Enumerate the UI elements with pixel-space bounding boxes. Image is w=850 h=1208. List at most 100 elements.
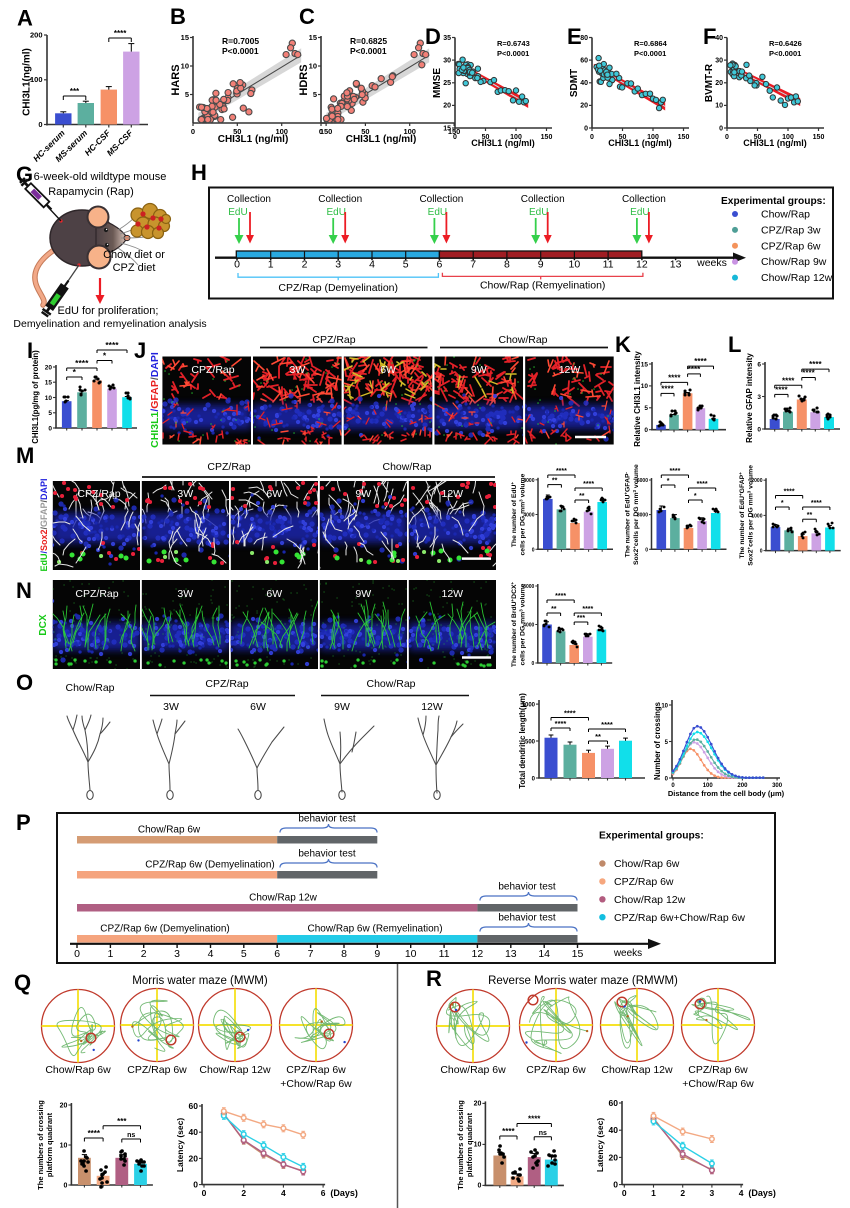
svg-text:CHI3L1(pg/mg of protein): CHI3L1(pg/mg of protein) [31,350,40,444]
svg-text:5: 5 [185,90,189,99]
svg-text:R=0.6743: R=0.6743 [497,39,530,48]
svg-text:****: **** [528,1115,541,1124]
svg-text:behavior test: behavior test [298,849,355,860]
svg-text:9W: 9W [334,701,350,713]
svg-text:20: 20 [609,1152,619,1162]
svg-text:5: 5 [403,259,409,271]
svg-text:10: 10 [715,103,723,110]
svg-text:20: 20 [715,80,723,87]
svg-text:4: 4 [369,259,375,271]
svg-text:5: 5 [313,90,317,99]
svg-text:****: **** [75,358,89,368]
svg-text:12: 12 [636,259,648,271]
svg-text:**: ** [551,606,557,613]
svg-text:CHI3L1 (ng/ml): CHI3L1 (ng/ml) [471,138,535,148]
svg-text:CHI3L1/GFAP/DAPI: CHI3L1/GFAP/DAPI [149,352,161,448]
svg-text:100: 100 [510,134,522,141]
svg-text:15: 15 [443,125,451,132]
svg-text:Morris water maze (MWM): Morris water maze (MWM) [132,975,268,987]
svg-text:Latency (sec): Latency (sec) [175,1118,185,1172]
svg-text:2000: 2000 [751,478,762,484]
svg-text:****: **** [802,369,815,378]
svg-text:Chow/Rap: Chow/Rap [382,461,431,473]
svg-text:0: 0 [319,127,323,136]
svg-text:*: * [103,351,107,361]
svg-text:EdU: EdU [228,207,247,218]
svg-text:60: 60 [609,1098,619,1108]
svg-text:30: 30 [443,57,451,64]
svg-text:20: 20 [45,364,53,371]
svg-text:9W: 9W [355,588,371,600]
svg-text:Relative GFAP intensity: Relative GFAP intensity [745,353,754,443]
svg-text:10: 10 [309,62,317,71]
svg-text:0: 0 [622,1188,627,1198]
svg-text:Latency (sec): Latency (sec) [595,1118,605,1172]
svg-text:1: 1 [107,948,113,960]
svg-text:CPZ/Rap 6w: CPZ/Rap 6w [761,240,821,252]
svg-text:15: 15 [309,33,317,42]
svg-text:platform quadrant: platform quadrant [465,1112,474,1177]
svg-text:1000: 1000 [751,513,762,519]
svg-text:P<0.0001: P<0.0001 [222,46,259,56]
svg-text:6: 6 [436,259,442,271]
svg-text:40: 40 [189,1127,199,1137]
svg-text:3: 3 [335,259,341,271]
svg-text:6: 6 [321,1188,326,1198]
svg-text:Chow/Rap 6w (Remyelination): Chow/Rap 6w (Remyelination) [307,924,442,935]
svg-text:0: 0 [644,427,648,434]
svg-text:ns: ns [539,1130,547,1137]
svg-text:Chow/Rap 12w: Chow/Rap 12w [249,893,318,904]
svg-text:O: O [16,670,33,695]
svg-text:20: 20 [474,1101,482,1108]
svg-text:500: 500 [525,739,536,745]
svg-text:****: **** [775,385,788,394]
svg-text:****: **** [601,720,613,729]
svg-text:Distance from the cell body (μ: Distance from the cell body (μm) [668,789,785,798]
svg-text:Chow/Rap (Remyelination): Chow/Rap (Remyelination) [480,280,605,292]
svg-text:5: 5 [644,405,648,412]
svg-text:12W: 12W [442,588,464,600]
svg-text:3W: 3W [163,701,179,713]
svg-text:80: 80 [580,35,588,42]
svg-text:0: 0 [532,547,535,553]
svg-text:50: 50 [754,134,762,141]
svg-text:****: **** [694,357,707,366]
svg-text:7: 7 [470,259,476,271]
svg-text:CPZ/Rap 6w (Demyelination): CPZ/Rap 6w (Demyelination) [100,924,230,935]
svg-text:5: 5 [665,740,669,746]
svg-text:8: 8 [504,259,510,271]
svg-text:11: 11 [603,259,614,271]
svg-text:ns: ns [127,1132,135,1139]
svg-text:The numbers of crossing: The numbers of crossing [456,1100,465,1190]
svg-text:CPZ/Rap: CPZ/Rap [312,334,355,346]
svg-text:200: 200 [30,31,43,40]
svg-text:EdU for proliferation;: EdU for proliferation; [58,305,159,317]
svg-text:cells per DG mm3 volume: cells per DG mm3 volume [518,473,527,555]
svg-text:3W: 3W [177,488,193,500]
svg-text:10: 10 [569,259,581,271]
svg-text:13: 13 [670,259,682,271]
svg-text:0: 0 [671,783,675,789]
svg-text:10: 10 [641,383,649,390]
svg-text:Collection: Collection [318,194,362,205]
svg-text:0: 0 [532,776,536,782]
svg-text:60: 60 [580,57,588,64]
svg-text:Chow/Rap 6w: Chow/Rap 6w [614,858,680,870]
svg-text:0: 0 [719,125,723,132]
svg-text:Reverse Morris water maze (RM: Reverse Morris water maze (RMWM) [488,975,678,987]
svg-text:Chow/Rap 9w: Chow/Rap 9w [761,256,827,268]
svg-text:Sox2+cells per DG mm3 volume: Sox2+cells per DG mm3 volume [632,464,641,565]
svg-text:****: **** [811,500,822,507]
svg-text:3W: 3W [290,364,306,376]
svg-text:10: 10 [45,395,53,402]
svg-text:CHI3L1 (ng/ml): CHI3L1 (ng/ml) [218,134,289,145]
svg-text:2: 2 [302,259,308,271]
svg-text:35: 35 [443,35,451,42]
svg-text:R: R [426,966,442,991]
svg-text:0: 0 [453,134,457,141]
svg-text:4: 4 [739,1188,744,1198]
svg-text:150: 150 [813,134,825,141]
svg-text:1: 1 [651,1188,656,1198]
svg-text:3: 3 [174,948,180,960]
svg-text:N: N [16,578,32,603]
